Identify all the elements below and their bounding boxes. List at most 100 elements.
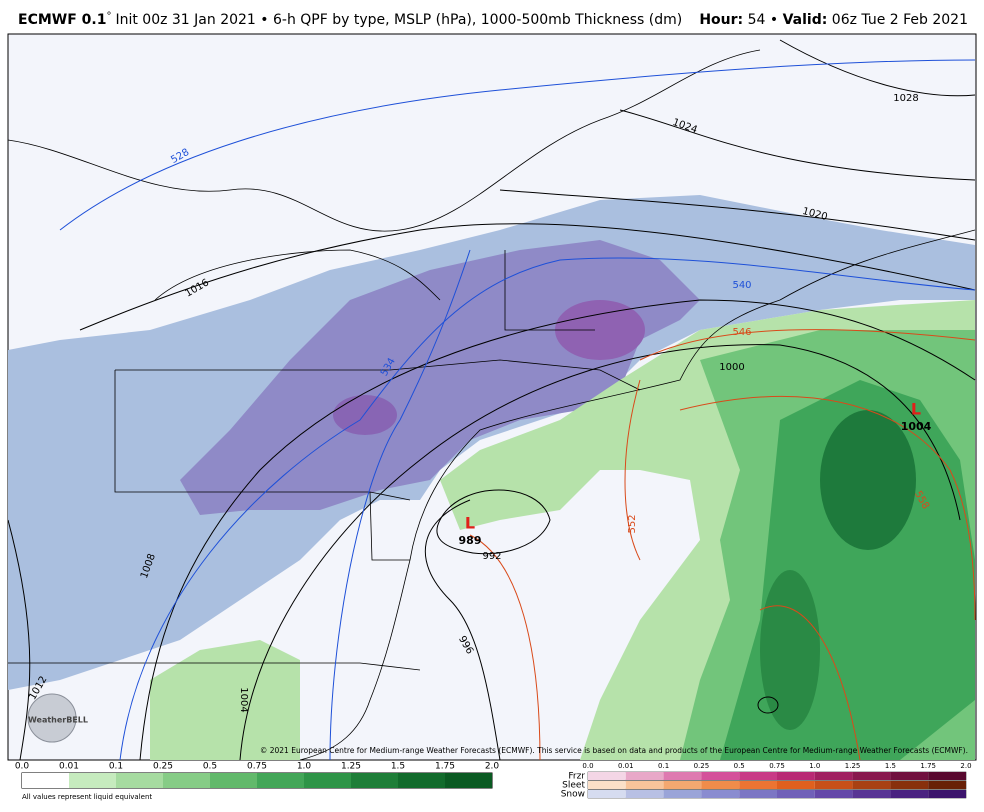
ptype-color xyxy=(588,772,626,780)
rain-tick-label: 0.5 xyxy=(203,762,217,772)
rain-tick-label: 1.25 xyxy=(341,762,361,772)
ptype-color xyxy=(588,781,626,789)
thickness-line xyxy=(639,329,976,361)
header-left: ECMWF 0.1° Init 00z 31 Jan 2021 • 6-h QPF… xyxy=(18,11,682,28)
ptype-color xyxy=(663,790,702,798)
ptype-tick-label: 0.01 xyxy=(618,762,634,770)
ptype-color xyxy=(739,772,777,780)
snow-heavy xyxy=(555,300,645,360)
ptype-tick-label: 0.25 xyxy=(694,762,710,770)
rain-tick-label: 1.0 xyxy=(297,762,312,772)
ptype-color xyxy=(625,790,664,798)
isobar xyxy=(757,696,779,714)
ptype-color xyxy=(625,772,664,780)
ptype-color xyxy=(852,781,891,789)
coastline xyxy=(299,559,411,761)
valid: 06z Tue 2 Feb 2021 xyxy=(832,12,968,28)
thickness-line xyxy=(59,59,976,231)
ptype-color xyxy=(663,781,702,789)
ptype-tick-label: 1.25 xyxy=(845,762,861,770)
ptype-color xyxy=(890,772,929,780)
coastline xyxy=(409,229,976,561)
contour-label: 1000 xyxy=(719,362,744,373)
ptype-color xyxy=(890,790,929,798)
rain-color xyxy=(398,773,445,788)
rain-color xyxy=(304,773,351,788)
ptype-color xyxy=(814,790,853,798)
ptype-tick-label: 1.5 xyxy=(885,762,896,770)
rain-note: All values represent liquid equivalent xyxy=(22,793,152,801)
rain-very-heavy xyxy=(760,570,820,730)
ptype-color xyxy=(928,790,966,798)
ptype-tick-label: 1.0 xyxy=(809,762,820,770)
ptype-color xyxy=(739,781,777,789)
map xyxy=(7,33,977,761)
rain-color xyxy=(257,773,304,788)
logo-globe xyxy=(27,693,77,743)
lake-shore xyxy=(154,249,441,301)
logo-text: WeatherBELL xyxy=(28,716,88,725)
isobar xyxy=(79,223,976,331)
valid-label: Valid: xyxy=(783,12,828,28)
ptype-color xyxy=(777,772,815,780)
hour-label: Hour: xyxy=(699,12,743,28)
isobar xyxy=(239,344,961,761)
ptype-color xyxy=(663,772,702,780)
contour-label: 1004 xyxy=(238,687,249,712)
separator: • xyxy=(770,12,778,28)
rain-color xyxy=(163,773,210,788)
rain-color xyxy=(351,773,398,788)
rain-tick-label: 0.1 xyxy=(109,762,123,772)
ptype-label: Sleet xyxy=(562,781,585,791)
model: ECMWF 0.1 xyxy=(18,12,106,28)
ptype-color xyxy=(928,772,966,780)
rain-very-heavy xyxy=(820,410,916,550)
copyright: © 2021 European Centre for Medium-range … xyxy=(260,746,968,755)
snow-heavy xyxy=(333,395,397,435)
ptype-color xyxy=(852,772,891,780)
rain-color xyxy=(210,773,257,788)
rain-tick-label: 1.5 xyxy=(391,762,405,772)
ptype-color xyxy=(739,790,777,798)
ptype-color xyxy=(852,790,891,798)
ptype-color xyxy=(814,781,853,789)
rain-tick-label: 2.0 xyxy=(485,762,500,772)
rain-tick-label: 1.75 xyxy=(435,762,455,772)
ptype-tick-label: 1.75 xyxy=(920,762,936,770)
ptype-color xyxy=(588,790,626,798)
isobar xyxy=(7,519,31,761)
ptype-tick-label: 0.0 xyxy=(582,762,593,770)
contour-label: 1028 xyxy=(893,93,918,104)
description: Init 00z 31 Jan 2021 • 6-h QPF by type, … xyxy=(115,12,682,28)
isobar xyxy=(436,489,551,555)
ptype-tick-label: 0.5 xyxy=(734,762,745,770)
low-symbol: L xyxy=(911,400,921,419)
isobar xyxy=(424,499,501,761)
low-pressure: 989 xyxy=(459,534,482,547)
ptype-color xyxy=(701,772,740,780)
contour-label: 552 xyxy=(627,514,638,533)
ptype-label: Snow xyxy=(561,790,585,800)
thickness xyxy=(59,59,976,761)
ptype-color xyxy=(625,781,664,789)
rain-light xyxy=(150,640,300,760)
ptype-color xyxy=(701,781,740,789)
thickness-line xyxy=(469,379,641,761)
ptype-label: Frzr xyxy=(568,772,585,782)
isobar xyxy=(499,189,976,241)
coastline xyxy=(7,49,761,232)
isobar xyxy=(779,39,976,97)
ptype-color xyxy=(777,790,815,798)
rain-color xyxy=(69,773,116,788)
thickness-line xyxy=(329,249,471,761)
state-borders xyxy=(8,250,641,671)
contour-label: 540 xyxy=(732,280,751,291)
ptype-tick-label: 0.75 xyxy=(769,762,785,770)
rain-color xyxy=(445,773,492,788)
rain-tick-label: 0.75 xyxy=(247,762,267,772)
ptype-color xyxy=(814,772,853,780)
contour-label: 546 xyxy=(732,327,751,338)
ptype-color xyxy=(890,781,929,789)
snow-light xyxy=(8,195,975,690)
